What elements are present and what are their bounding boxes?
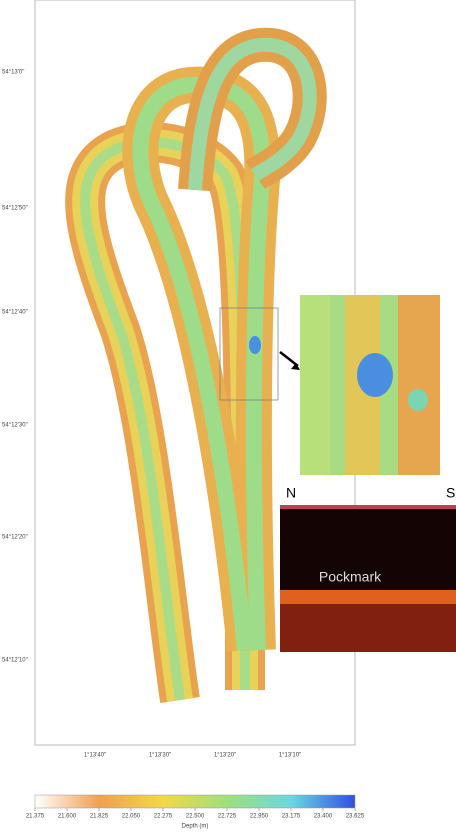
colorbar-tick-label: 22.725: [218, 814, 237, 820]
zoom-box: [219, 307, 279, 401]
colorbar-label: Depth (m): [182, 824, 209, 830]
lat-label: 54°12'50": [2, 206, 28, 212]
colorbar-tick-label: 23.175: [282, 814, 301, 820]
colorbar-tick-label: 23.400: [314, 814, 333, 820]
lat-label: 54°12'10": [2, 658, 28, 664]
lat-label: 54°13'0": [2, 70, 24, 76]
colorbar-tick-label: 21.825: [90, 814, 109, 820]
lon-label: 1°13'30": [149, 753, 171, 759]
arrow-head: [291, 363, 300, 370]
lon-label: 1°13'20": [214, 753, 236, 759]
lon-label: 1°13'10": [279, 753, 301, 759]
colorbar-tick-label: 22.950: [250, 814, 269, 820]
profile: [280, 505, 456, 652]
inset: [300, 295, 440, 475]
colorbar-tick-label: 22.500: [186, 814, 205, 820]
lat-label: 54°12'40": [2, 310, 28, 316]
lat-label: 54°12'20": [2, 535, 28, 541]
lat-label: 54°12'30": [2, 423, 28, 429]
colorbar-tick-label: 21.600: [58, 814, 77, 820]
colorbar-tick-label: 21.375: [26, 814, 45, 820]
swaths: [65, 27, 327, 703]
colorbar: [34, 794, 356, 809]
profile-feature: Pockmark: [319, 569, 382, 585]
colorbar-tick-label: 22.275: [154, 814, 173, 820]
profile-left: N: [286, 485, 296, 501]
lon-label: 1°13'40": [84, 753, 106, 759]
arrow: [279, 351, 299, 367]
colorbar-tick-label: 22.050: [122, 814, 141, 820]
colorbar-tick-label: 23.625: [346, 814, 365, 820]
profile-right: S: [446, 485, 455, 501]
